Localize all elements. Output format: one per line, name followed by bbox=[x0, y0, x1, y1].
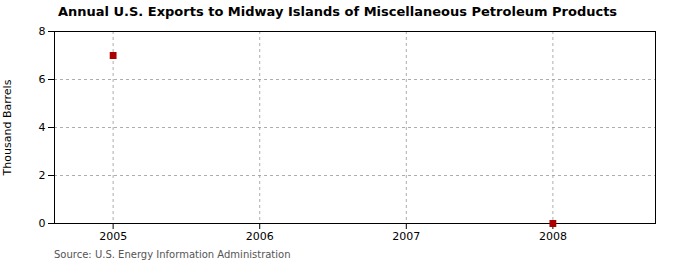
svg-text:4: 4 bbox=[39, 121, 46, 134]
html-text:Source: U.S. Energy Informatio: Source: U.S. Energy Information Administ… bbox=[54, 249, 291, 260]
svg-text:2006: 2006 bbox=[246, 230, 274, 243]
svg-text:Thousand Barrels: Thousand Barrels bbox=[1, 79, 14, 176]
html-text:Annual U.S. Exports to Midway: Annual U.S. Exports to Midway Islands of… bbox=[57, 4, 618, 19]
svg-text:6: 6 bbox=[39, 73, 46, 86]
svg-text:0: 0 bbox=[39, 217, 46, 230]
svg-text:2008: 2008 bbox=[539, 230, 567, 243]
svg-text:2: 2 bbox=[39, 169, 46, 182]
svg-text:2005: 2005 bbox=[99, 230, 127, 243]
svg-text:2007: 2007 bbox=[392, 230, 420, 243]
svg-text:8: 8 bbox=[39, 25, 46, 38]
